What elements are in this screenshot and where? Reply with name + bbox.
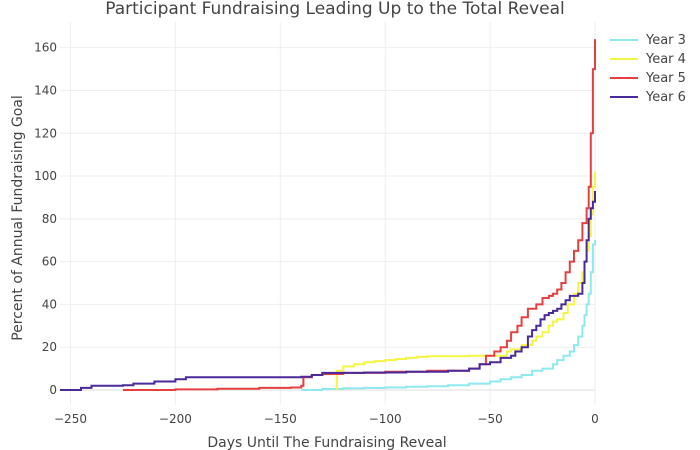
x-tick-label: −100 <box>369 412 402 426</box>
y-tick-label: 160 <box>34 41 57 55</box>
x-tick-label: −200 <box>159 412 192 426</box>
y-axis-title: Percent of Annual Fundraising Goal <box>10 95 26 341</box>
series-line-year-3 <box>301 240 596 391</box>
legend-label: Year 6 <box>645 90 686 105</box>
legend-label: Year 5 <box>645 71 686 86</box>
y-tick-label: 60 <box>42 255 57 269</box>
legend-label: Year 3 <box>645 33 686 48</box>
chart-title: Participant Fundraising Leading Up to th… <box>105 0 565 19</box>
x-tick-label: −50 <box>477 412 502 426</box>
series-line-year-4 <box>335 171 596 390</box>
grid-layer <box>60 22 596 405</box>
y-tick-label: 140 <box>34 83 57 97</box>
x-axis-title: Days Until The Fundraising Reveal <box>207 435 446 450</box>
tick-layer: −250 −200 −150 −100 −50 0 0 20 40 60 80 100 120 140 16… <box>34 41 599 426</box>
y-tick-label: 100 <box>34 169 57 183</box>
x-tick-label: 0 <box>591 412 599 426</box>
y-tick-label: 40 <box>42 297 57 311</box>
y-tick-label: 20 <box>42 340 57 354</box>
x-tick-label: −250 <box>54 412 87 426</box>
y-tick-label: 80 <box>42 212 57 226</box>
y-tick-label: 0 <box>49 383 57 397</box>
series-line-year-6 <box>60 191 596 391</box>
legend-label: Year 4 <box>645 52 686 67</box>
series-line-year-5 <box>122 39 596 391</box>
y-tick-label: 120 <box>34 126 57 140</box>
legend: Year 3 Year 4 Year 5 Year 6 <box>610 33 686 105</box>
series-layer <box>60 39 596 391</box>
x-tick-label: −150 <box>264 412 297 426</box>
